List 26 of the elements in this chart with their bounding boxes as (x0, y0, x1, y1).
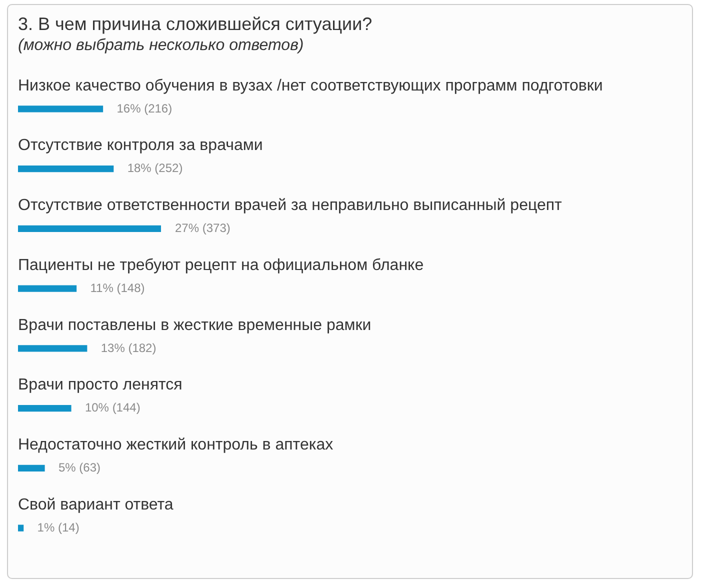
y-tick-label: Врачи просто ленятся (18, 376, 182, 394)
data-label: 13% (182) (100, 340, 156, 355)
y-tick-label: Недостаточно жесткий контроль в аптеках (18, 436, 334, 454)
data-label: 10% (144) (84, 400, 140, 415)
bar (18, 165, 114, 172)
y-tick-label: Отсутствие ответственности врачей за неправильно выписанный рецепт (18, 197, 563, 214)
bar (18, 225, 161, 232)
y-tick-label: Врачи поставлены в жесткие временные рамки (18, 316, 372, 334)
bar (18, 345, 88, 352)
bar (18, 285, 77, 292)
y-tick-label: Свой вариант ответа (18, 496, 174, 514)
chart-subtitle: (можно выбрать несколько ответов) (18, 37, 304, 55)
y-tick-label: Низкое качество обучения в вузах /нет соответствующих программ подготовки (18, 77, 603, 94)
bar (18, 524, 24, 532)
chart-title: 3. В чем причина сложившейся ситуации? (18, 14, 372, 35)
data-label: 18% (252) (127, 161, 183, 176)
y-tick-label: Отсутствие контроля за врачами (18, 137, 263, 154)
bar (18, 404, 72, 412)
bar (18, 464, 45, 472)
data-label: 11% (148) (90, 280, 145, 295)
data-label: 5% (63) (58, 460, 101, 474)
data-label: 27% (373) (175, 221, 230, 235)
y-tick-label: Пациенты не требуют рецепт на официальном бланке (18, 256, 424, 274)
bar (18, 106, 104, 112)
data-label: 1% (14) (37, 520, 80, 534)
data-label: 16% (216) (116, 101, 172, 116)
